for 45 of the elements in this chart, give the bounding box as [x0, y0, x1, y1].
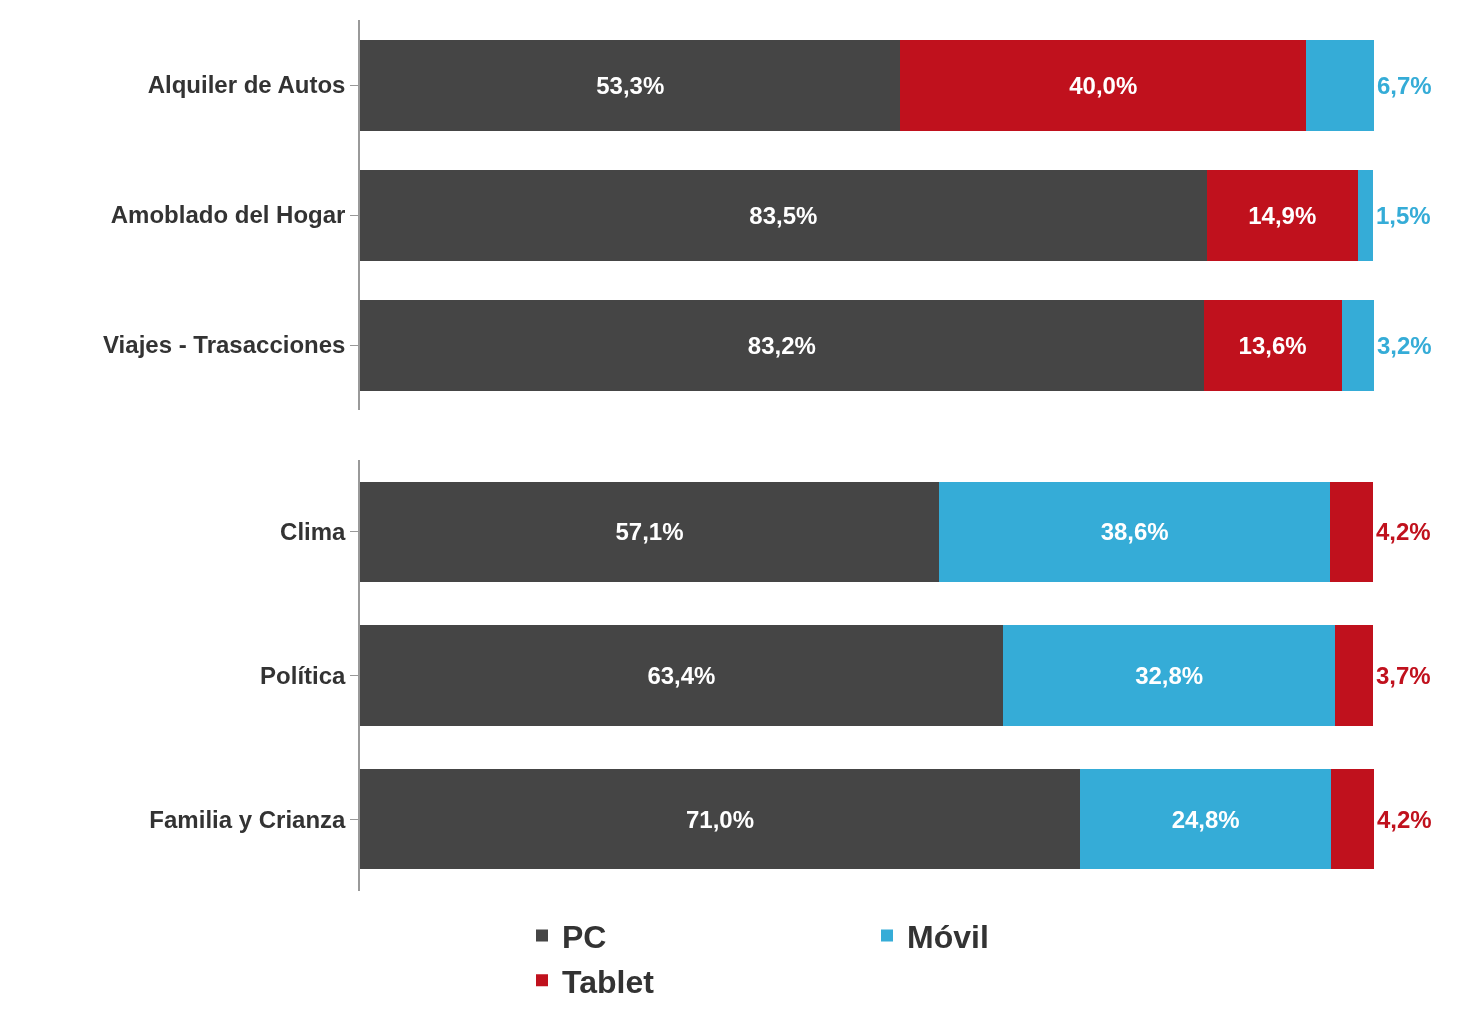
bar — [1335, 625, 1373, 726]
data-label: 32,8% — [1135, 662, 1204, 689]
bar — [1331, 768, 1374, 870]
data-label: 63,4% — [647, 662, 716, 689]
bar — [1206, 169, 1358, 261]
data-label: 71,0% — [685, 805, 754, 833]
y-tick-label: Familia y Crianza — [149, 805, 347, 833]
y-tick-label: Clima — [280, 518, 347, 546]
legend-label: Tablet — [562, 963, 655, 1000]
y-tick-label: Política — [260, 661, 347, 689]
legend-label: Móvil — [907, 919, 989, 956]
bar — [360, 625, 1003, 726]
bar — [1330, 481, 1373, 583]
data-label: 6,7% — [1377, 71, 1432, 99]
bar — [360, 768, 1080, 870]
bar — [360, 299, 1204, 391]
data-label: 13,6% — [1238, 331, 1307, 359]
data-label: 4,2% — [1375, 518, 1431, 546]
data-label: 14,9% — [1248, 201, 1317, 229]
bar — [1306, 39, 1374, 131]
data-label: 40,0% — [1069, 71, 1138, 99]
data-label: 3,7% — [1375, 662, 1431, 689]
data-label: 57,1% — [615, 518, 684, 546]
bar — [360, 481, 939, 583]
data-label: 4,2% — [1377, 805, 1432, 833]
data-label: 83,5% — [749, 201, 818, 229]
bar — [938, 481, 1331, 583]
bar — [360, 169, 1207, 261]
bar — [360, 39, 901, 131]
y-tick-label: Viajes - Trasacciones — [103, 331, 346, 359]
data-label: 1,5% — [1375, 201, 1431, 229]
y-tick-label: Alquiler de Autos — [147, 71, 346, 99]
y-tick-label: Amoblado del Hogar — [110, 201, 346, 229]
bar — [900, 39, 1307, 131]
bar — [1079, 768, 1332, 870]
data-label: 38,6% — [1100, 518, 1169, 546]
data-label: 24,8% — [1171, 805, 1240, 833]
bar — [1357, 169, 1373, 261]
legend-label: PC — [562, 919, 607, 956]
bar — [1203, 299, 1342, 391]
bar — [1002, 625, 1336, 726]
data-label: 53,3% — [596, 71, 665, 99]
bar — [1341, 299, 1374, 391]
data-label: 3,2% — [1377, 331, 1432, 359]
data-label: 83,2% — [747, 331, 816, 359]
